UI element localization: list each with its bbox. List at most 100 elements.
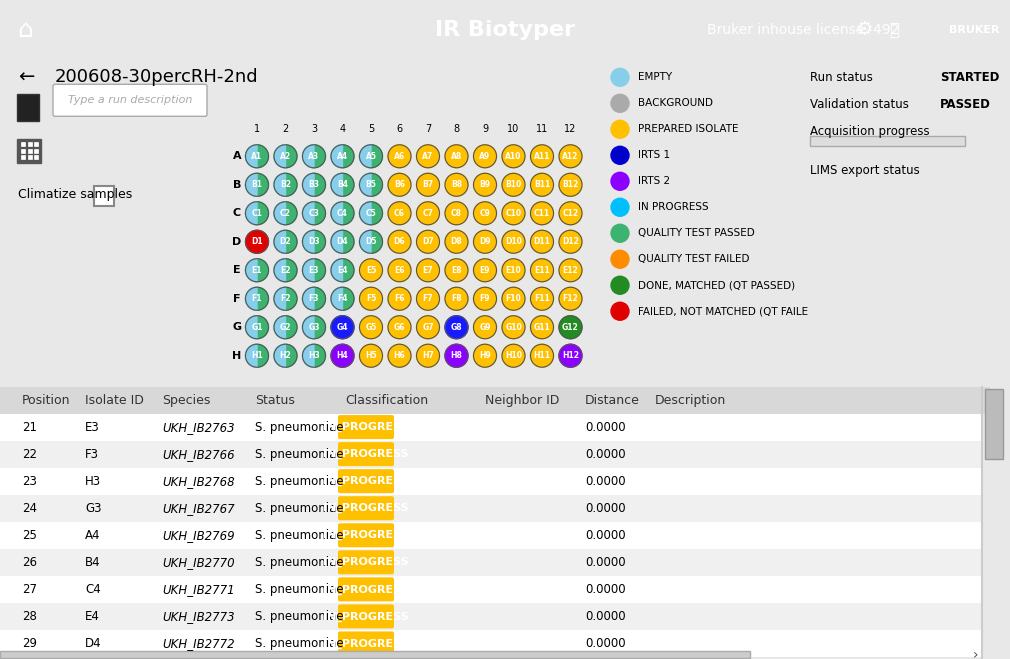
Circle shape bbox=[360, 230, 383, 253]
Text: B3: B3 bbox=[308, 181, 319, 189]
Circle shape bbox=[303, 202, 325, 225]
Text: B9: B9 bbox=[480, 181, 491, 189]
Text: 0.0000: 0.0000 bbox=[585, 420, 625, 434]
Polygon shape bbox=[331, 259, 342, 282]
Circle shape bbox=[331, 344, 354, 367]
Polygon shape bbox=[360, 202, 371, 225]
Text: A10: A10 bbox=[505, 152, 522, 161]
Text: BACKGROUND: BACKGROUND bbox=[638, 98, 713, 108]
Circle shape bbox=[445, 173, 468, 196]
Polygon shape bbox=[245, 202, 257, 225]
Polygon shape bbox=[303, 316, 314, 339]
FancyBboxPatch shape bbox=[0, 495, 982, 522]
Text: QUALITY TEST PASSED: QUALITY TEST PASSED bbox=[638, 228, 754, 239]
Polygon shape bbox=[331, 287, 342, 310]
Text: E2: E2 bbox=[280, 266, 291, 275]
Text: UKH_IB2772: UKH_IB2772 bbox=[162, 637, 234, 650]
Circle shape bbox=[331, 145, 354, 168]
FancyBboxPatch shape bbox=[338, 415, 394, 439]
Circle shape bbox=[611, 146, 629, 164]
Text: B10: B10 bbox=[505, 181, 521, 189]
Text: PASSED: PASSED bbox=[940, 98, 991, 111]
Circle shape bbox=[445, 259, 468, 282]
Circle shape bbox=[245, 173, 269, 196]
Text: G3: G3 bbox=[85, 501, 101, 515]
FancyBboxPatch shape bbox=[338, 631, 394, 656]
Circle shape bbox=[502, 316, 525, 339]
FancyBboxPatch shape bbox=[27, 149, 31, 153]
Text: H11: H11 bbox=[533, 351, 550, 360]
Text: E4: E4 bbox=[337, 266, 347, 275]
Text: D6: D6 bbox=[394, 237, 405, 246]
Text: E11: E11 bbox=[534, 266, 549, 275]
FancyBboxPatch shape bbox=[338, 496, 394, 520]
Text: 28: 28 bbox=[22, 610, 37, 623]
Text: G5: G5 bbox=[366, 323, 377, 331]
Polygon shape bbox=[274, 287, 286, 310]
Text: B5: B5 bbox=[366, 181, 377, 189]
Text: S. pneumoniae: S. pneumoniae bbox=[255, 474, 343, 488]
Text: F8: F8 bbox=[451, 294, 462, 303]
Text: G12: G12 bbox=[563, 323, 579, 331]
Text: 22: 22 bbox=[22, 447, 37, 461]
Circle shape bbox=[274, 173, 297, 196]
Text: C7: C7 bbox=[422, 209, 433, 217]
Circle shape bbox=[502, 145, 525, 168]
Text: D11: D11 bbox=[533, 237, 550, 246]
Text: A4: A4 bbox=[85, 529, 101, 542]
Polygon shape bbox=[245, 259, 257, 282]
Text: Species: Species bbox=[162, 393, 210, 407]
Text: 23: 23 bbox=[22, 474, 37, 488]
Text: H5: H5 bbox=[366, 351, 377, 360]
Text: D4: D4 bbox=[85, 637, 102, 650]
Text: A1: A1 bbox=[251, 152, 263, 161]
Polygon shape bbox=[274, 344, 286, 367]
Text: H3: H3 bbox=[85, 474, 101, 488]
Text: 0.0000: 0.0000 bbox=[585, 610, 625, 623]
FancyBboxPatch shape bbox=[53, 84, 207, 116]
FancyBboxPatch shape bbox=[0, 603, 982, 630]
Text: F1: F1 bbox=[251, 294, 263, 303]
FancyBboxPatch shape bbox=[21, 156, 25, 159]
Circle shape bbox=[416, 287, 439, 310]
Circle shape bbox=[331, 316, 354, 339]
Circle shape bbox=[416, 344, 439, 367]
Circle shape bbox=[611, 69, 629, 86]
Polygon shape bbox=[303, 202, 314, 225]
FancyBboxPatch shape bbox=[27, 142, 31, 146]
Polygon shape bbox=[245, 287, 257, 310]
Circle shape bbox=[416, 145, 439, 168]
Text: BRUKER: BRUKER bbox=[949, 24, 1000, 35]
Text: G1: G1 bbox=[251, 323, 263, 331]
FancyBboxPatch shape bbox=[0, 549, 982, 576]
Text: B1: B1 bbox=[251, 181, 263, 189]
Text: F: F bbox=[233, 294, 240, 304]
Polygon shape bbox=[331, 230, 342, 253]
Text: Bruker inhouse license  492: Bruker inhouse license 492 bbox=[707, 22, 899, 37]
Circle shape bbox=[388, 230, 411, 253]
Text: G3: G3 bbox=[308, 323, 320, 331]
Circle shape bbox=[611, 172, 629, 190]
Text: C5: C5 bbox=[366, 209, 377, 217]
Text: H8: H8 bbox=[450, 351, 463, 360]
Text: A11: A11 bbox=[534, 152, 550, 161]
Text: F5: F5 bbox=[366, 294, 376, 303]
Text: C4: C4 bbox=[337, 209, 347, 217]
Circle shape bbox=[274, 344, 297, 367]
Circle shape bbox=[360, 287, 383, 310]
Text: E6: E6 bbox=[394, 266, 405, 275]
Text: E12: E12 bbox=[563, 266, 579, 275]
Circle shape bbox=[245, 202, 269, 225]
Text: F4: F4 bbox=[337, 294, 347, 303]
Text: IN PROGRESS: IN PROGRESS bbox=[638, 202, 709, 212]
Text: H4: H4 bbox=[336, 351, 348, 360]
Circle shape bbox=[530, 316, 553, 339]
Polygon shape bbox=[274, 145, 286, 168]
Circle shape bbox=[245, 344, 269, 367]
Text: C4: C4 bbox=[85, 583, 101, 596]
Text: B11: B11 bbox=[534, 181, 550, 189]
Circle shape bbox=[445, 316, 468, 339]
FancyBboxPatch shape bbox=[810, 136, 965, 146]
Polygon shape bbox=[274, 173, 286, 196]
Text: H3: H3 bbox=[308, 351, 320, 360]
